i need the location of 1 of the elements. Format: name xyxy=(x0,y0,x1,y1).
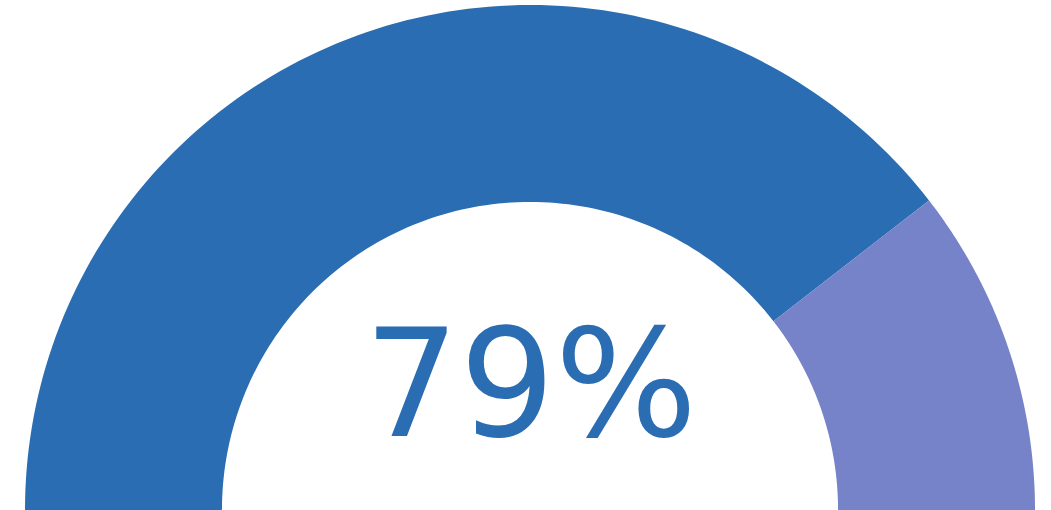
data-label: 79% xyxy=(364,297,698,471)
